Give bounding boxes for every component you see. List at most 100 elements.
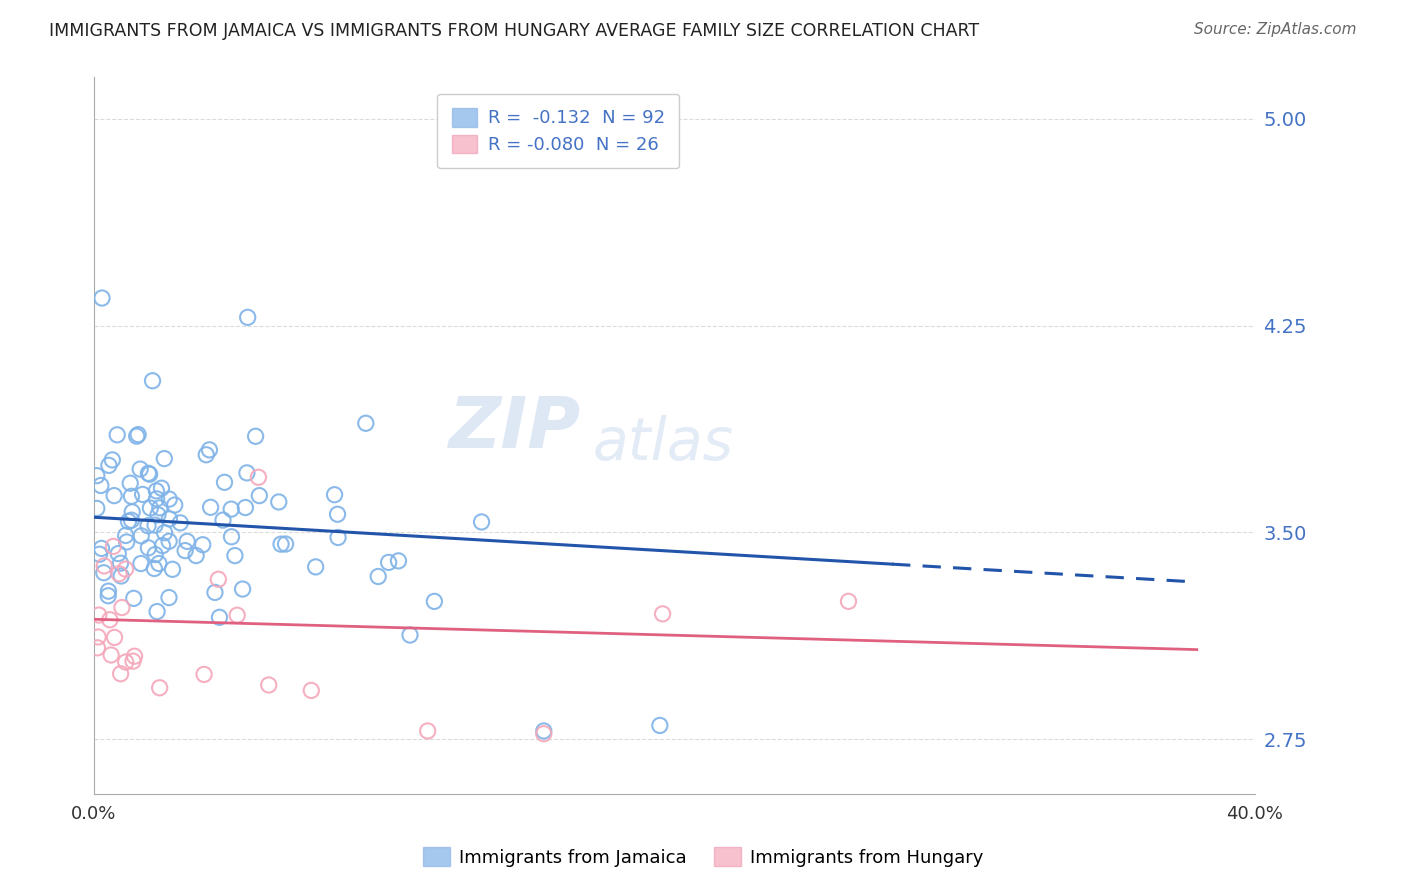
Point — [97, 584, 120, 599]
Point — [232, 582, 254, 596]
Point — [387, 554, 409, 568]
Point — [195, 448, 218, 462]
Point — [157, 512, 180, 526]
Point — [122, 654, 145, 668]
Point — [235, 500, 257, 515]
Point — [153, 451, 176, 466]
Point — [648, 718, 671, 732]
Point — [274, 537, 297, 551]
Point — [91, 291, 114, 305]
Point — [163, 498, 186, 512]
Point — [86, 468, 108, 483]
Point — [224, 549, 246, 563]
Point — [103, 540, 125, 554]
Legend: R =  -0.132  N = 92, R = -0.080  N = 26: R = -0.132 N = 92, R = -0.080 N = 26 — [437, 94, 679, 169]
Point — [157, 591, 180, 605]
Point — [423, 594, 446, 608]
Point — [120, 476, 142, 491]
Point — [145, 483, 167, 498]
Point — [149, 681, 172, 695]
Point — [138, 541, 160, 555]
Point — [236, 310, 259, 325]
Point — [86, 501, 108, 516]
Point — [93, 566, 115, 580]
Point — [129, 462, 152, 476]
Point — [326, 508, 349, 522]
Point — [125, 429, 148, 443]
Point — [207, 572, 229, 586]
Point — [110, 556, 132, 570]
Point — [129, 529, 152, 543]
Point — [149, 500, 172, 515]
Point — [129, 557, 152, 571]
Point — [174, 543, 197, 558]
Point — [200, 500, 222, 515]
Legend: Immigrants from Jamaica, Immigrants from Hungary: Immigrants from Jamaica, Immigrants from… — [416, 840, 990, 874]
Text: Source: ZipAtlas.com: Source: ZipAtlas.com — [1194, 22, 1357, 37]
Point — [236, 466, 259, 480]
Point — [108, 566, 131, 581]
Point — [226, 608, 249, 623]
Point — [152, 539, 174, 553]
Point — [101, 453, 124, 467]
Point — [127, 427, 149, 442]
Point — [110, 666, 132, 681]
Point — [471, 515, 494, 529]
Point — [169, 516, 191, 530]
Point — [121, 505, 143, 519]
Point — [111, 600, 134, 615]
Point — [141, 374, 163, 388]
Point — [153, 525, 176, 540]
Point — [139, 501, 162, 516]
Point — [122, 591, 145, 606]
Point — [103, 631, 125, 645]
Point — [399, 628, 422, 642]
Point — [145, 491, 167, 506]
Text: IMMIGRANTS FROM JAMAICA VS IMMIGRANTS FROM HUNGARY AVERAGE FAMILY SIZE CORRELATI: IMMIGRANTS FROM JAMAICA VS IMMIGRANTS FR… — [49, 22, 980, 40]
Point — [184, 549, 207, 563]
Point — [354, 416, 377, 430]
Point — [138, 467, 160, 481]
Point — [837, 594, 859, 608]
Text: ZIP: ZIP — [450, 394, 582, 463]
Point — [90, 541, 112, 556]
Point — [136, 518, 159, 533]
Point — [114, 528, 136, 542]
Point — [208, 610, 231, 624]
Point — [305, 560, 328, 574]
Point — [124, 649, 146, 664]
Point — [270, 537, 292, 551]
Point — [120, 489, 142, 503]
Point — [146, 605, 169, 619]
Point — [86, 640, 108, 655]
Point — [651, 607, 673, 621]
Point — [93, 558, 115, 573]
Point — [87, 608, 110, 623]
Point — [131, 487, 153, 501]
Point — [267, 495, 290, 509]
Point — [114, 562, 136, 576]
Point — [143, 561, 166, 575]
Point — [193, 667, 215, 681]
Point — [107, 547, 129, 561]
Point — [157, 534, 180, 549]
Point — [105, 427, 128, 442]
Point — [110, 569, 132, 583]
Point — [377, 555, 399, 569]
Point — [533, 723, 555, 738]
Point — [214, 475, 236, 490]
Point — [148, 557, 170, 571]
Point — [416, 723, 439, 738]
Point — [299, 683, 322, 698]
Point — [219, 502, 242, 516]
Point — [143, 518, 166, 533]
Point — [114, 655, 136, 669]
Point — [89, 547, 111, 561]
Point — [117, 514, 139, 528]
Point — [98, 613, 121, 627]
Point — [157, 492, 180, 507]
Point — [323, 488, 346, 502]
Point — [87, 630, 110, 644]
Point — [257, 678, 280, 692]
Point — [326, 531, 349, 545]
